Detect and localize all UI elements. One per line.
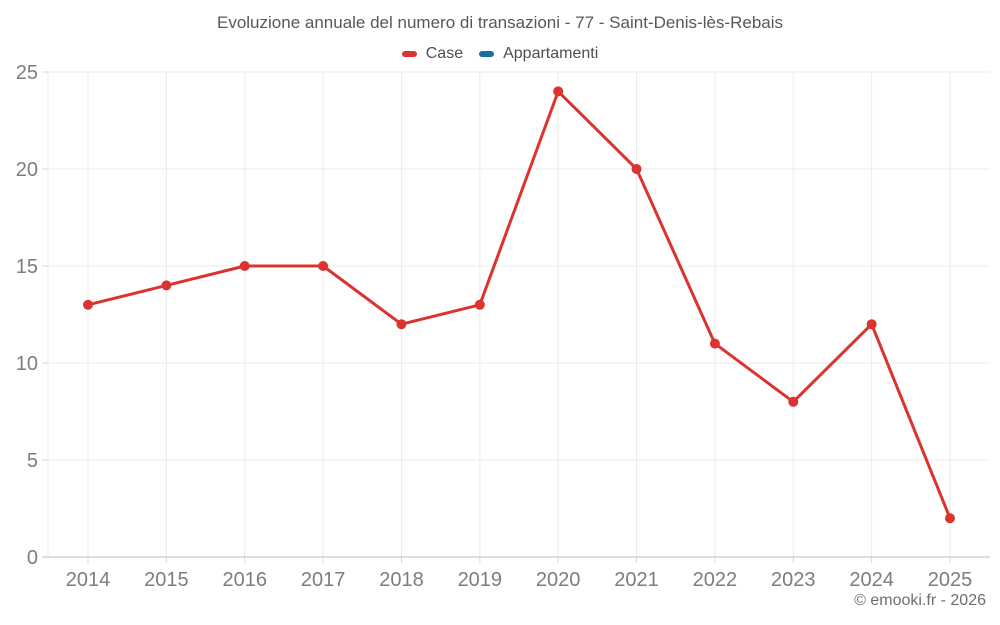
y-axis-label: 10 — [16, 353, 38, 375]
legend-label-appartamenti: Appartamenti — [503, 45, 599, 62]
case-line-series — [86, 89, 952, 520]
legend-label-case: Case — [425, 45, 464, 62]
copyright-credit: © emooki.fr - 2026 — [854, 592, 986, 609]
x-axis-label: 2019 — [458, 569, 503, 591]
case-data-point[interactable] — [318, 261, 329, 271]
case-data-point[interactable] — [709, 338, 720, 349]
y-axis-label: 5 — [27, 450, 38, 472]
legend-item-case[interactable]: Case — [401, 45, 464, 63]
case-data-point[interactable] — [83, 299, 93, 310]
y-axis-label: 0 — [27, 547, 38, 569]
case-data-point[interactable] — [945, 513, 955, 524]
legend: Case Appartamenti — [0, 45, 1000, 63]
y-axis-label: 20 — [16, 159, 38, 181]
legend-item-appartamenti[interactable]: Appartamenti — [479, 45, 598, 63]
y-axis-label: 25 — [16, 62, 38, 84]
case-legend-swatch-icon — [401, 51, 417, 57]
x-axis-label: 2021 — [614, 569, 659, 591]
x-axis-label: 2022 — [693, 569, 738, 591]
case-data-point[interactable] — [396, 319, 407, 330]
x-axis-label: 2015 — [144, 569, 189, 591]
x-axis-label: 2020 — [536, 569, 581, 591]
case-data-point[interactable] — [161, 280, 172, 291]
case-data-point[interactable] — [474, 299, 485, 310]
x-axis-label: 2014 — [66, 569, 111, 591]
x-axis-label: 2023 — [771, 569, 816, 591]
case-data-point[interactable] — [239, 261, 250, 271]
x-axis-label: 2024 — [849, 569, 894, 591]
x-axis-label: 2016 — [222, 569, 267, 591]
x-axis-label: 2018 — [379, 569, 424, 591]
x-axis-label: 2025 — [928, 569, 973, 591]
case-data-point[interactable] — [631, 164, 642, 174]
case-data-point[interactable] — [866, 319, 877, 330]
y-axis-label: 15 — [16, 256, 38, 278]
appartamenti-legend-swatch-icon — [479, 51, 495, 57]
chart-title: Evoluzione annuale del numero di transaz… — [216, 13, 784, 32]
case-data-point[interactable] — [788, 396, 799, 407]
case-data-point[interactable] — [553, 86, 564, 97]
x-axis-label: 2017 — [301, 569, 346, 591]
